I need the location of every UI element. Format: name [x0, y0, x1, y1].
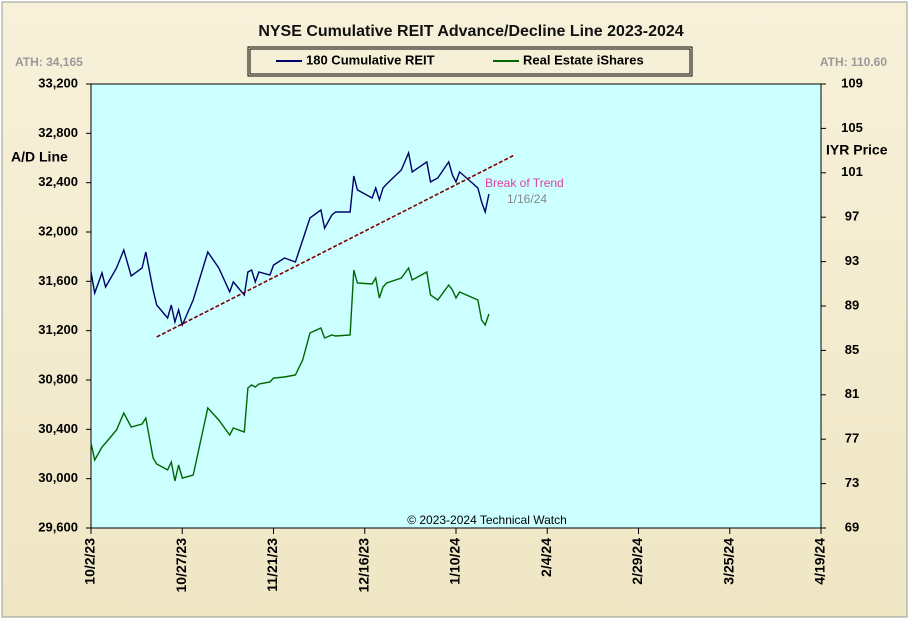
x-tick-label: 3/25/24 [720, 538, 736, 585]
x-tick-label: 4/19/24 [812, 538, 828, 585]
series-line [90, 266, 490, 482]
x-tick-label: 1/10/24 [447, 538, 463, 585]
annotation: 1/16/24 [507, 192, 547, 206]
y-tick-label: 30,000 [38, 470, 78, 485]
x-tick-label: 2/4/24 [538, 538, 554, 577]
y2-tick-label: 77 [845, 431, 859, 446]
x-tick-label: 11/21/23 [264, 538, 280, 592]
y-tick-label: 32,400 [38, 174, 78, 189]
ath-right: ATH: 110.60 [820, 55, 887, 69]
y-tick-label: 32,000 [38, 223, 78, 238]
y2-tick-label: 97 [845, 209, 859, 224]
y2-tick-label: 81 [845, 386, 859, 401]
y2-tick-label: 109 [841, 75, 863, 90]
y-axis-label: A/D Line [11, 149, 68, 165]
legend [247, 46, 693, 77]
y-tick-label: 30,800 [38, 371, 78, 386]
y-tick-label: 31,200 [38, 322, 78, 337]
y-tick-label: 32,800 [38, 125, 78, 140]
y2-tick-label: 85 [845, 342, 859, 357]
trend-line [156, 154, 515, 338]
legend-inner [249, 48, 691, 75]
legend-label: 180 Cumulative REIT [306, 52, 435, 67]
y2-tick-label: 73 [845, 475, 859, 490]
x-tick-label: 2/29/24 [629, 538, 645, 585]
y-tick-label: 29,600 [38, 519, 78, 534]
y-tick-label: 31,600 [38, 273, 78, 288]
y-tick-label: 33,200 [38, 75, 78, 90]
x-tick-label: 10/2/23 [82, 538, 98, 585]
plot-area [90, 83, 822, 529]
y-tick-label: 30,400 [38, 421, 78, 436]
legend-label: Real Estate iShares [523, 52, 644, 67]
ath-left: ATH: 34,165 [15, 55, 83, 69]
y2-tick-label: 69 [845, 519, 859, 534]
x-tick-label: 12/16/23 [355, 538, 371, 593]
copyright: © 2023-2024 Technical Watch [407, 513, 567, 527]
y2-axis-label: IYR Price [826, 142, 888, 158]
y2-tick-label: 93 [845, 253, 859, 268]
x-tick-label: 10/27/23 [173, 538, 189, 593]
y2-tick-label: 105 [841, 120, 863, 135]
y2-tick-label: 89 [845, 297, 859, 312]
chart-title: NYSE Cumulative REIT Advance/Decline Lin… [258, 23, 683, 40]
y2-tick-label: 101 [841, 164, 863, 179]
annotation: Break of Trend [485, 176, 564, 190]
series-line [90, 150, 490, 328]
